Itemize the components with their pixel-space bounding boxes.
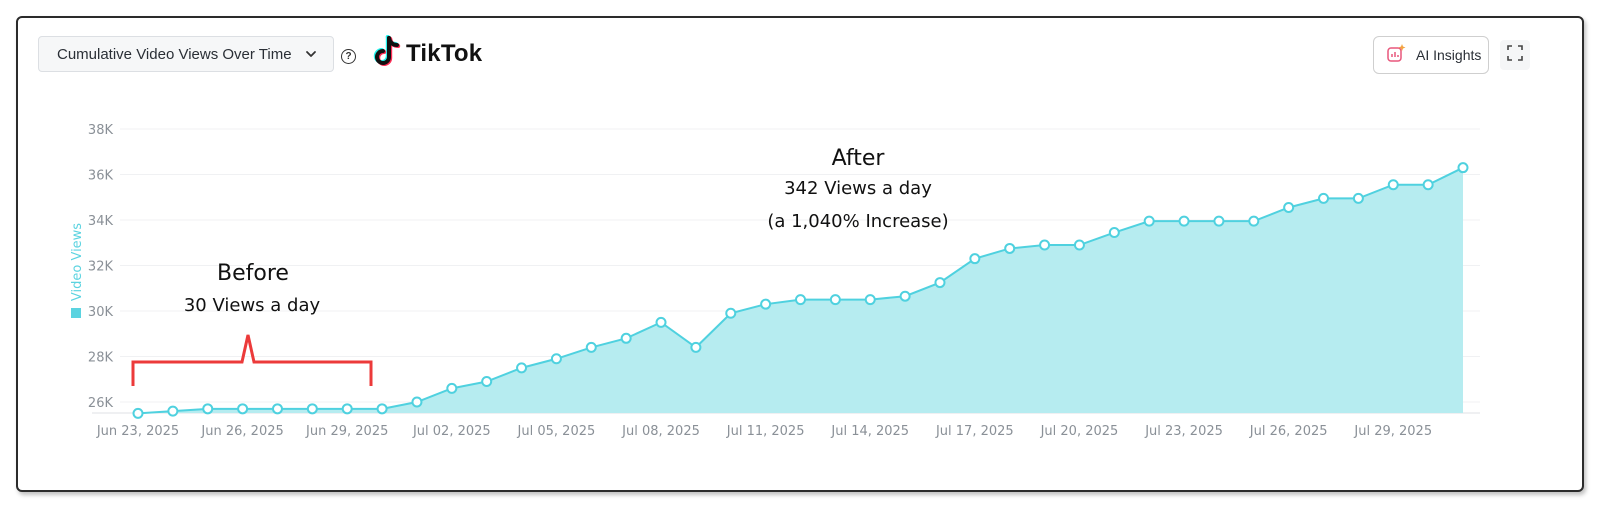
after-subtitle: 342 Views a day — [784, 178, 932, 199]
data-point[interactable] — [655, 316, 667, 328]
data-point[interactable] — [411, 396, 423, 408]
y-tick-label: 36K — [88, 169, 114, 184]
y-tick-label: 26K — [88, 396, 114, 411]
data-point[interactable] — [620, 332, 632, 344]
data-point[interactable] — [341, 403, 353, 415]
tiktok-note-icon — [372, 34, 402, 74]
data-point[interactable] — [446, 382, 458, 394]
x-tick-label: Jul 02, 2025 — [412, 424, 491, 439]
x-tick-label: Jun 29, 2025 — [305, 424, 388, 439]
data-point[interactable] — [1248, 215, 1260, 227]
y-tick-label: 30K — [88, 305, 114, 320]
x-tick-label: Jul 17, 2025 — [935, 424, 1014, 439]
data-point[interactable] — [1143, 215, 1155, 227]
data-point[interactable] — [1073, 239, 1085, 251]
x-tick-label: Jun 26, 2025 — [200, 424, 283, 439]
y-axis-ticks: 26K 28K 30K 32K 34K 36K 38K — [88, 123, 114, 411]
data-points — [132, 162, 1469, 419]
data-point[interactable] — [376, 403, 388, 415]
area-fill — [138, 167, 1463, 414]
metric-dropdown-label: Cumulative Video Views Over Time — [57, 45, 292, 63]
data-point[interactable] — [585, 341, 597, 353]
data-point[interactable] — [1387, 179, 1399, 191]
fullscreen-icon — [1507, 44, 1523, 66]
ai-insights-button[interactable]: AI Insights — [1373, 36, 1489, 74]
ai-insights-label: AI Insights — [1416, 47, 1482, 63]
data-point[interactable] — [829, 294, 841, 306]
metric-dropdown[interactable]: Cumulative Video Views Over Time — [38, 36, 334, 72]
tiktok-logo-text: TikTok — [406, 40, 483, 67]
data-point[interactable] — [271, 403, 283, 415]
data-point[interactable] — [969, 253, 981, 265]
data-point[interactable] — [1422, 179, 1434, 191]
y-tick-label: 38K — [88, 123, 114, 138]
data-point[interactable] — [237, 403, 249, 415]
after-increase: (a 1,040% Increase) — [767, 211, 948, 232]
data-point[interactable] — [1108, 227, 1120, 239]
x-tick-label: Jul 11, 2025 — [726, 424, 805, 439]
x-tick-label: Jul 08, 2025 — [621, 424, 700, 439]
data-point[interactable] — [516, 362, 528, 374]
area-path — [138, 167, 1463, 414]
data-point[interactable] — [550, 353, 562, 365]
data-point[interactable] — [864, 294, 876, 306]
data-point[interactable] — [760, 298, 772, 310]
before-subtitle: 30 Views a day — [184, 295, 321, 316]
y-axis-label: Video Views — [70, 223, 85, 301]
data-point[interactable] — [690, 341, 702, 353]
before-title: Before — [217, 261, 289, 286]
chevron-down-icon — [303, 46, 319, 62]
data-point[interactable] — [1178, 215, 1190, 227]
x-axis-ticks: Jun 23, 2025 Jun 26, 2025 Jun 29, 2025 Jul … — [96, 424, 1432, 439]
after-title: After — [832, 146, 886, 171]
data-point[interactable] — [1352, 192, 1364, 204]
data-point[interactable] — [167, 405, 179, 417]
data-point[interactable] — [795, 294, 806, 306]
x-tick-label: Jul 29, 2025 — [1353, 424, 1432, 439]
data-point[interactable] — [1283, 201, 1295, 213]
fullscreen-button[interactable] — [1500, 40, 1530, 70]
x-tick-label: Jun 23, 2025 — [96, 424, 179, 439]
x-tick-label: Jul 05, 2025 — [517, 424, 596, 439]
data-point[interactable] — [1213, 215, 1225, 227]
ai-chart-sparkle-icon — [1386, 43, 1406, 68]
data-point[interactable] — [481, 376, 493, 388]
y-tick-label: 32K — [88, 260, 114, 275]
y-tick-label: 34K — [88, 214, 114, 229]
data-point[interactable] — [306, 403, 318, 415]
data-point[interactable] — [1457, 162, 1469, 174]
data-point[interactable] — [132, 407, 144, 419]
y-tick-label: 28K — [88, 351, 114, 366]
tiktok-logo: TikTok — [372, 34, 483, 74]
data-point[interactable] — [899, 290, 911, 302]
data-point[interactable] — [202, 403, 214, 415]
data-point[interactable] — [725, 307, 737, 319]
before-bracket — [131, 334, 373, 386]
x-tick-label: Jul 26, 2025 — [1249, 424, 1328, 439]
data-point[interactable] — [1039, 239, 1051, 251]
data-point[interactable] — [934, 277, 946, 289]
legend-swatch — [71, 308, 81, 318]
question-circle-icon[interactable]: ? — [341, 49, 356, 64]
data-point[interactable] — [1318, 192, 1330, 204]
x-tick-label: Jul 14, 2025 — [830, 424, 909, 439]
x-tick-label: Jul 20, 2025 — [1040, 424, 1119, 439]
data-point[interactable] — [1004, 242, 1016, 254]
x-tick-label: Jul 23, 2025 — [1144, 424, 1223, 439]
